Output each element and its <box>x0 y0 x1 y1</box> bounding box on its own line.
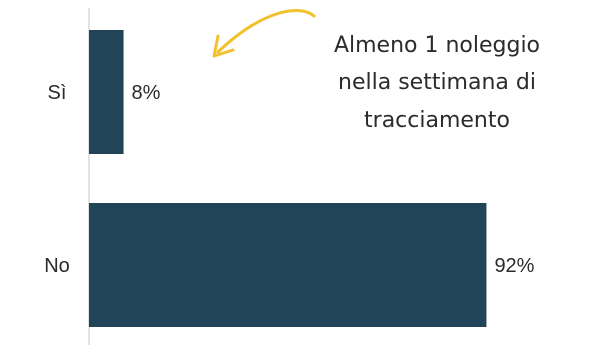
category-labels: Sì No <box>44 82 70 277</box>
bar-no <box>89 203 487 327</box>
annotation-arrow <box>216 9 316 54</box>
value-label: 92% <box>494 255 534 277</box>
value-label: 8% <box>132 82 161 104</box>
annotation-text: Almeno 1 noleggio nella settimana di tracc… <box>334 33 540 133</box>
annotation-arrowhead <box>212 34 235 58</box>
annotation-line: tracciamento <box>364 108 510 133</box>
annotation-line: Almeno 1 noleggio <box>334 33 540 58</box>
bar-si <box>89 30 124 154</box>
annotation: Almeno 1 noleggio nella settimana di tracc… <box>212 9 540 133</box>
value-labels: 8% 92% <box>132 82 535 277</box>
annotation-line: nella settimana di <box>338 70 536 95</box>
category-label: No <box>44 255 70 277</box>
bars <box>89 30 487 327</box>
category-label: Sì <box>48 82 67 104</box>
